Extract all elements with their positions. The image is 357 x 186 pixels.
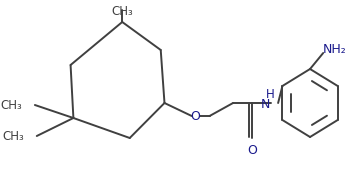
Text: CH₃: CH₃ — [111, 4, 133, 17]
Text: O: O — [247, 144, 257, 156]
Text: CH₃: CH₃ — [0, 99, 22, 111]
Text: NH₂: NH₂ — [323, 42, 346, 55]
Text: CH₃: CH₃ — [2, 129, 24, 142]
Text: N: N — [261, 97, 271, 110]
Text: O: O — [191, 110, 200, 123]
Text: H: H — [266, 88, 275, 101]
